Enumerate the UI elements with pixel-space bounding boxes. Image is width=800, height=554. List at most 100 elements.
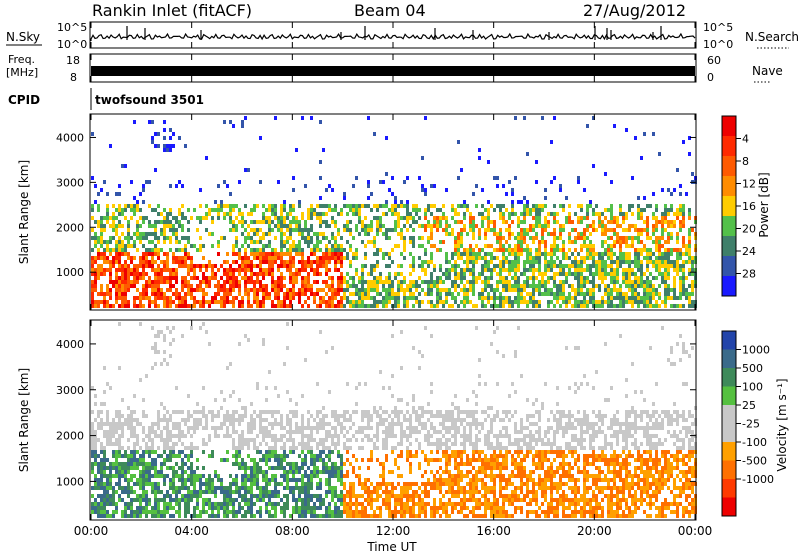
range-time-cell [106,212,109,216]
range-time-cell [334,256,337,260]
range-time-cell [217,426,220,430]
range-time-cell [172,292,175,296]
range-time-cell [172,144,175,148]
range-time-cell [223,458,226,462]
range-time-cell [247,292,250,296]
range-time-cell [358,292,361,296]
range-time-cell [250,276,253,280]
range-time-cell [292,430,295,434]
range-time-cell [379,180,382,184]
range-time-cell [268,422,271,426]
range-time-cell [250,470,253,474]
range-time-cell [268,208,271,212]
range-time-cell [400,288,403,292]
range-time-cell [559,224,562,228]
range-time-cell [217,300,220,304]
range-time-cell [178,296,181,300]
range-time-cell [91,494,94,498]
range-time-cell [325,236,328,240]
range-time-cell [328,240,331,244]
range-time-cell [634,228,637,232]
range-time-cell [103,458,106,462]
range-time-cell [316,470,319,474]
range-time-cell [445,224,448,228]
range-time-cell [238,486,241,490]
range-time-cell [661,212,664,216]
range-time-cell [256,232,259,236]
range-time-cell [130,434,133,438]
range-time-cell [346,212,349,216]
range-time-cell [115,252,118,256]
range-time-cell [112,450,115,454]
range-time-cell [637,280,640,284]
range-time-cell [454,220,457,224]
range-time-cell [91,426,94,430]
range-time-cell [325,478,328,482]
range-time-cell [151,288,154,292]
range-time-cell [223,422,226,426]
range-time-cell [325,470,328,474]
range-time-cell [142,232,145,236]
range-time-cell [436,224,439,228]
range-time-cell [244,252,247,256]
range-time-cell [604,264,607,268]
range-time-cell [295,244,298,248]
range-time-cell [580,256,583,260]
range-time-cell [325,438,328,442]
range-time-cell [448,292,451,296]
range-time-cell [274,442,277,446]
range-time-cell [631,176,634,180]
range-time-cell [100,264,103,268]
range-time-cell [646,252,649,256]
range-time-cell [106,514,109,518]
range-time-cell [169,224,172,228]
range-time-cell [469,252,472,256]
range-time-cell [532,208,535,212]
range-time-cell [136,434,139,438]
range-time-cell [562,268,565,272]
range-time-cell [106,466,109,470]
range-time-cell [439,216,442,220]
range-time-cell [157,434,160,438]
range-time-cell [331,442,334,446]
range-time-cell [514,176,517,180]
range-time-cell [160,498,163,502]
range-time-cell [463,216,466,220]
range-time-cell [106,204,109,208]
range-time-cell [115,458,118,462]
nsky-label: N.Sky [6,30,40,44]
range-time-cell [106,256,109,260]
range-time-cell [133,418,136,422]
range-time-cell [109,434,112,438]
range-time-cell [517,240,520,244]
range-time-cell [136,276,139,280]
range-time-cell [250,478,253,482]
range-time-cell [505,248,508,252]
range-time-cell [154,220,157,224]
range-time-cell [487,292,490,296]
range-time-cell [619,296,622,300]
range-time-cell [361,430,364,434]
range-time-cell [340,414,343,418]
range-time-cell [169,506,172,510]
range-time-cell [130,204,133,208]
range-time-cell [163,128,166,132]
range-time-cell [535,300,538,304]
range-time-cell [229,268,232,272]
range-time-cell [313,506,316,510]
range-time-cell [328,252,331,256]
range-time-cell [214,430,217,434]
range-time-cell [310,458,313,462]
range-time-cell [241,260,244,264]
range-time-cell [223,434,226,438]
range-time-cell [361,304,364,308]
range-time-cell [253,478,256,482]
range-time-cell [565,196,568,200]
range-time-cell [211,276,214,280]
range-time-cell [124,502,127,506]
range-time-cell [376,260,379,264]
range-time-cell [199,284,202,288]
range-time-cell [541,276,544,280]
range-time-cell [229,486,232,490]
range-time-cell [100,292,103,296]
